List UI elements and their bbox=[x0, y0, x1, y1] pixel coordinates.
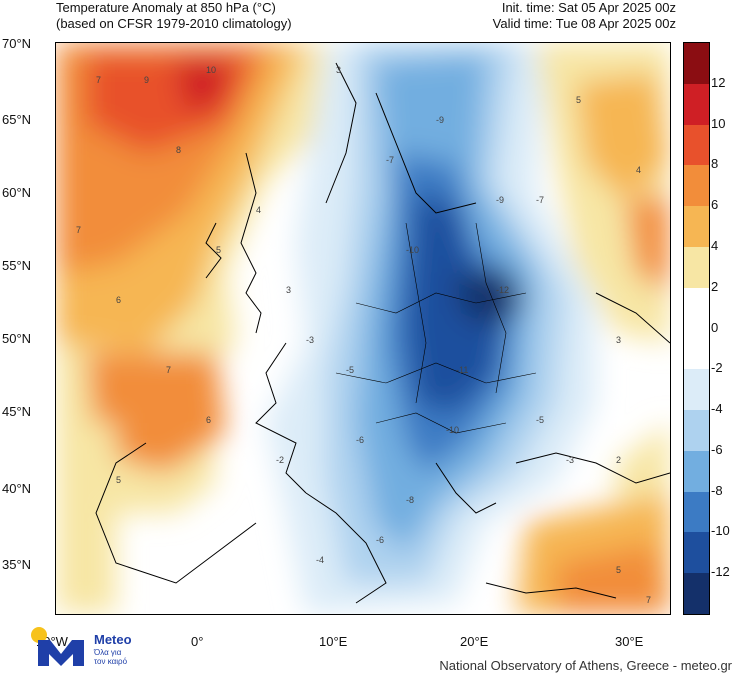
contour-label: -5 bbox=[536, 415, 544, 425]
contour-label: -12 bbox=[496, 285, 509, 295]
lon-label-0: 0° bbox=[191, 634, 204, 649]
contour-label: 5 bbox=[116, 475, 121, 485]
colorbar-band bbox=[684, 491, 709, 533]
colorbar-label: 0 bbox=[711, 319, 719, 335]
contour-label: 4 bbox=[256, 205, 261, 215]
title-line-2: (based on CFSR 1979-2010 climatology) bbox=[56, 16, 292, 31]
contour-label: 7 bbox=[166, 365, 171, 375]
colorbar-band bbox=[684, 124, 709, 166]
lat-label-45: 45°N bbox=[2, 404, 32, 419]
colorbar-label: -10 bbox=[711, 523, 730, 539]
lon-label-30e: 30°E bbox=[615, 634, 644, 649]
logo-tagline: Όλα για τον καιρό bbox=[94, 648, 127, 666]
colorbar-label: -4 bbox=[711, 401, 723, 417]
init-time: Init. time: Sat 05 Apr 2025 00z bbox=[501, 0, 676, 15]
contour-label: 6 bbox=[116, 295, 121, 305]
colorbar-band bbox=[684, 246, 709, 288]
contour-label: -7 bbox=[536, 195, 544, 205]
contour-label: 5 bbox=[216, 245, 221, 255]
colorbar-band bbox=[684, 369, 709, 411]
colorbar-label: -12 bbox=[711, 564, 730, 580]
lat-label-55: 55°N bbox=[2, 258, 32, 273]
lon-label-20e: 20°E bbox=[460, 634, 489, 649]
contour-label: 7 bbox=[646, 595, 651, 605]
colorbar-band bbox=[684, 573, 709, 614]
contour-label: 9 bbox=[144, 75, 149, 85]
logo-tagline-2: τον καιρό bbox=[94, 657, 128, 666]
lat-label-40: 40°N bbox=[2, 481, 32, 496]
contour-label: 5 bbox=[616, 565, 621, 575]
lat-label-60: 60°N bbox=[2, 185, 32, 200]
contour-label: -2 bbox=[276, 455, 284, 465]
colorbar-band bbox=[684, 165, 709, 207]
contour-label: -3 bbox=[306, 335, 314, 345]
anomaly-fill bbox=[56, 43, 670, 614]
lat-label-65: 65°N bbox=[2, 112, 32, 127]
contour-label: 5 bbox=[576, 95, 581, 105]
contour-label: -3 bbox=[566, 455, 574, 465]
colorbar-band bbox=[684, 532, 709, 574]
contour-label: 2 bbox=[616, 455, 621, 465]
colorbar-label: -6 bbox=[711, 441, 723, 457]
contour-label: 10 bbox=[206, 65, 216, 75]
colorbar-label: 8 bbox=[711, 156, 719, 172]
title-line-1: Temperature Anomaly at 850 hPa (°C) bbox=[56, 0, 276, 15]
contour-label: -7 bbox=[386, 155, 394, 165]
contour-label: 3 bbox=[286, 285, 291, 295]
colorbar-band bbox=[684, 83, 709, 125]
contour-label: 8 bbox=[176, 145, 181, 155]
lat-label-35: 35°N bbox=[2, 557, 32, 572]
logo-name: Meteo bbox=[94, 632, 132, 647]
contour-label: -9 bbox=[436, 115, 444, 125]
contour-label: -10 bbox=[446, 425, 459, 435]
colorbar-band bbox=[684, 328, 709, 370]
lat-label-70: 70°N bbox=[2, 36, 32, 51]
colorbar-label: 6 bbox=[711, 197, 719, 213]
contour-label: -4 bbox=[316, 555, 324, 565]
contour-label: 7 bbox=[96, 75, 101, 85]
contour-label: -9 bbox=[496, 195, 504, 205]
map-title: Temperature Anomaly at 850 hPa (°C) (bas… bbox=[56, 0, 292, 32]
contour-label: -10 bbox=[406, 245, 419, 255]
colorbar bbox=[683, 42, 710, 615]
anomaly-map: 9 10 7 8 7 6 4 5 3 7 6 5 -3 -5 -7 -9 -10 -12 -11 -10 -8 -6 -4 -… bbox=[55, 42, 671, 615]
lon-label-10e: 10°E bbox=[319, 634, 348, 649]
colorbar-band bbox=[684, 206, 709, 247]
lat-label-50: 50°N bbox=[2, 331, 32, 346]
logo-tagline-1: Όλα για bbox=[94, 648, 122, 657]
contour-label: -8 bbox=[406, 495, 414, 505]
run-info: Init. time: Sat 05 Apr 2025 00z Valid ti… bbox=[493, 0, 676, 32]
map-canvas: 9 10 7 8 7 6 4 5 3 7 6 5 -3 -5 -7 -9 -10 -12 -11 -10 -8 -6 -4 -… bbox=[56, 43, 670, 614]
country-borders bbox=[335, 222, 537, 434]
colorbar-band bbox=[684, 410, 709, 451]
valid-time: Valid time: Tue 08 Apr 2025 00z bbox=[492, 16, 676, 31]
contour-label: -6 bbox=[376, 535, 384, 545]
colorbar-label: 4 bbox=[711, 237, 719, 253]
colorbar-label: 2 bbox=[711, 278, 719, 294]
meteo-logo-icon bbox=[31, 627, 84, 666]
colorbar-label: -2 bbox=[711, 360, 723, 376]
meteo-logo bbox=[30, 626, 92, 673]
contour-label: 3 bbox=[616, 335, 621, 345]
contour-label: -11 bbox=[456, 365, 468, 375]
colorbar-label: 12 bbox=[711, 74, 726, 90]
footer-credit: National Observatory of Athens, Greece -… bbox=[439, 658, 732, 673]
contour-labels: 9 10 7 8 7 6 4 5 3 7 6 5 -3 -5 -7 -9 -10 -12 -11 -10 -8 -6 -4 -… bbox=[76, 65, 651, 605]
colorbar-band bbox=[684, 287, 709, 329]
colorbar-band bbox=[684, 43, 709, 84]
contour-label: -5 bbox=[346, 365, 354, 375]
coastlines bbox=[95, 62, 670, 604]
contour-label: 3 bbox=[336, 65, 341, 75]
contour-label: 6 bbox=[206, 415, 211, 425]
colorbar-band bbox=[684, 450, 709, 492]
colorbar-label: 10 bbox=[711, 115, 726, 131]
contour-label: 4 bbox=[636, 165, 641, 175]
colorbar-label: -8 bbox=[711, 482, 723, 498]
contour-label: 7 bbox=[76, 225, 81, 235]
contour-label: -6 bbox=[356, 435, 364, 445]
